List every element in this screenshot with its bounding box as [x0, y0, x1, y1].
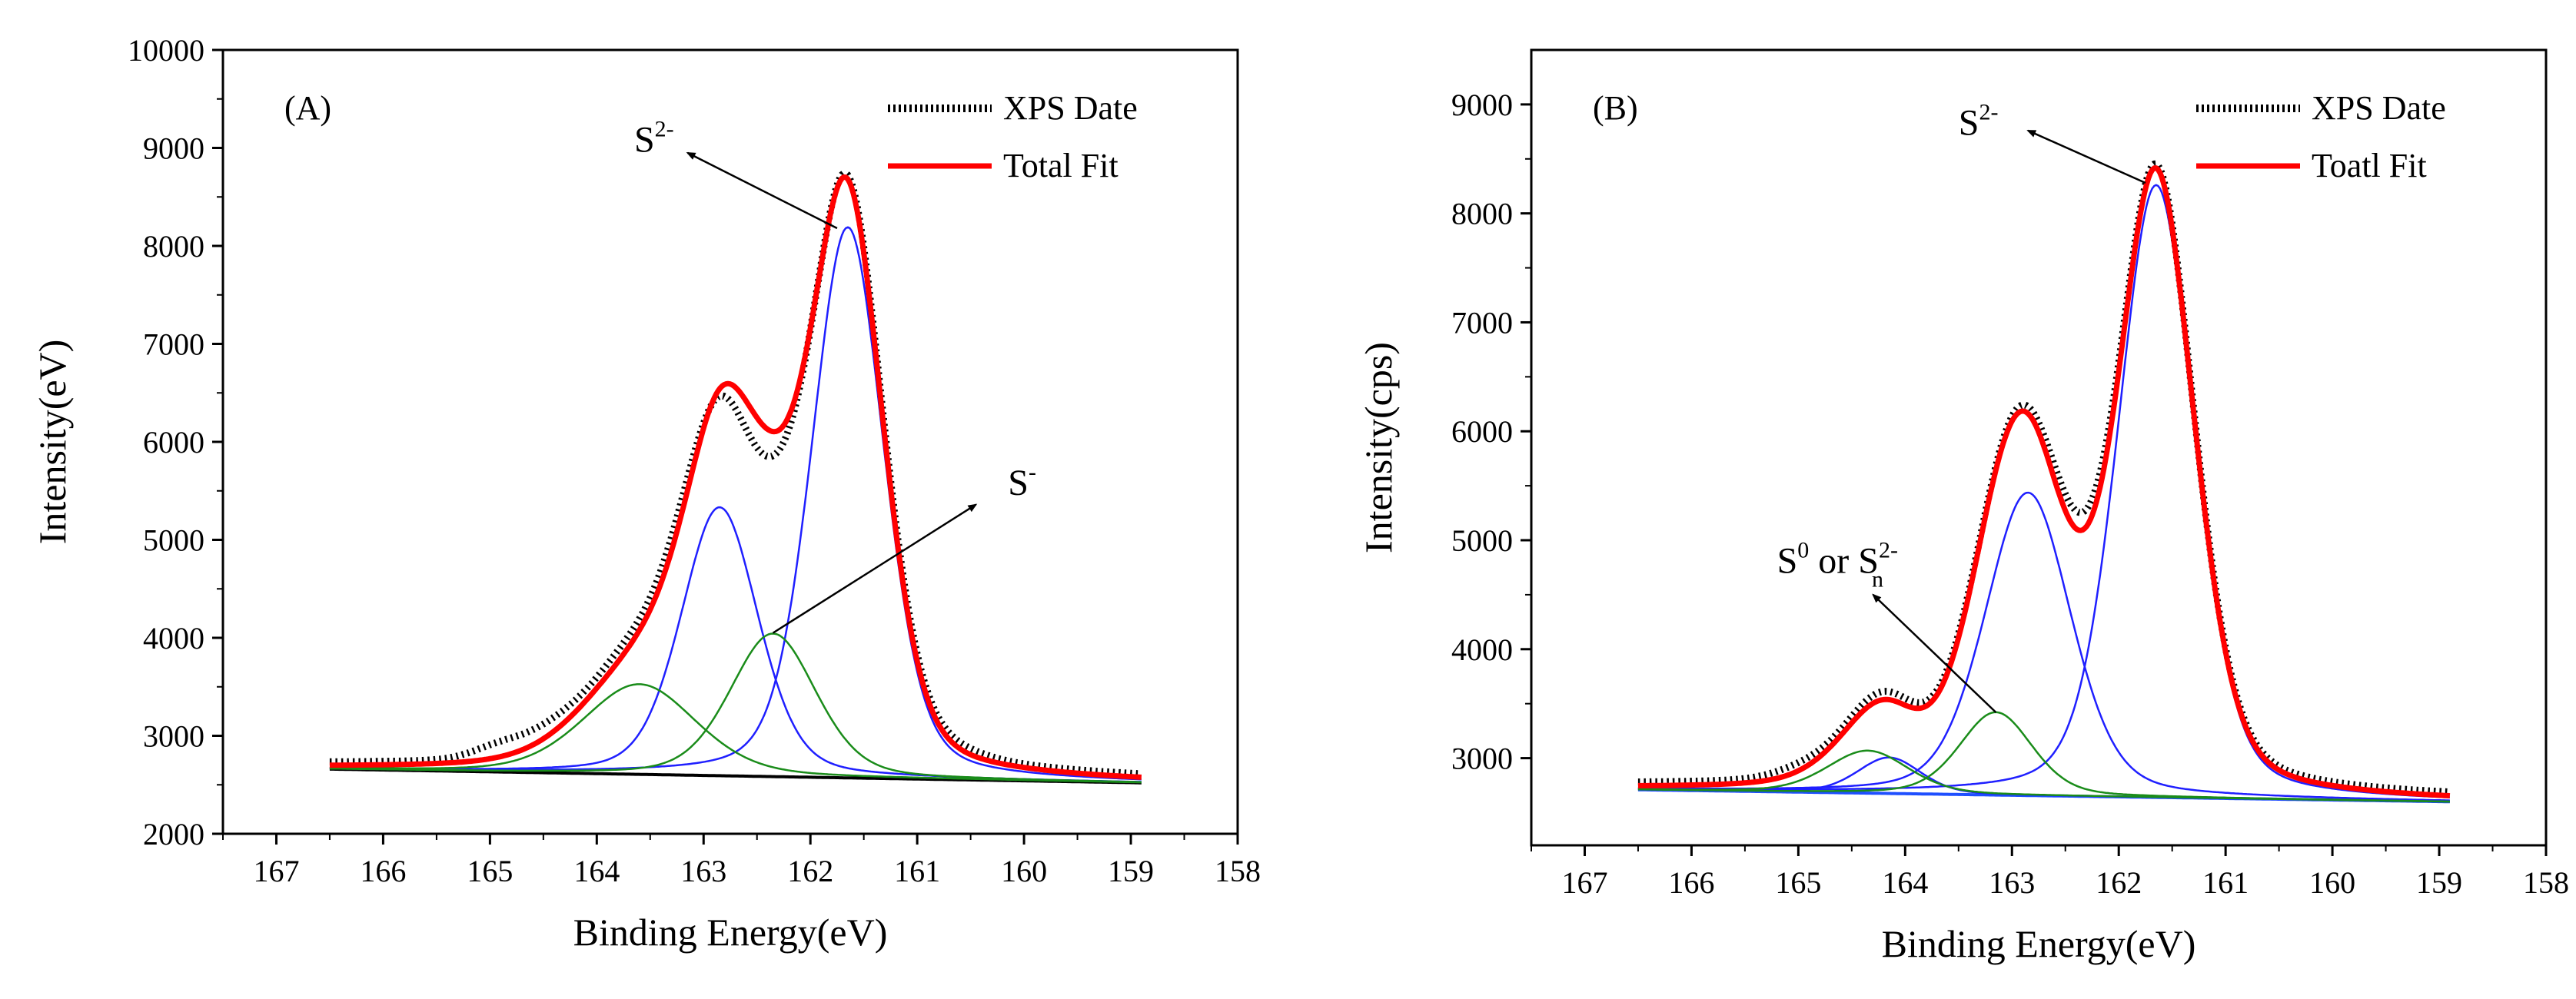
component-peak-s2	[329, 506, 1142, 783]
x-tick-label: 167	[253, 854, 299, 888]
y-tick-label: 4000	[1451, 632, 1513, 667]
x-tick-label: 167	[1561, 865, 1607, 900]
x-tick-label: 160	[2309, 865, 2355, 900]
x-axis-label: Binding Energy(eV)	[573, 911, 888, 954]
legend: XPS Date Total Fit	[888, 89, 1138, 184]
x-tick-label: 164	[1882, 865, 1928, 900]
x-tick-label: 163	[1989, 865, 2035, 900]
y-tick-label: 2000	[143, 817, 204, 851]
plot-frame	[1530, 48, 2548, 847]
y-tick-label: 5000	[1451, 523, 1513, 558]
x-tick-label: 165	[467, 854, 513, 888]
total-fit-line	[329, 174, 1142, 780]
xps-data-series	[1637, 160, 2451, 796]
x-tick-label: 161	[894, 854, 940, 888]
annotation-label: S0 or S2-	[1777, 538, 1898, 582]
y-tick-label: 10000	[128, 33, 204, 68]
component-peak-s1	[329, 683, 1142, 784]
x-tick-label: 161	[2202, 865, 2249, 900]
x-tick-label: 158	[1215, 854, 1261, 888]
component-peak-s2	[329, 226, 1142, 781]
legend-label-fit: Toatl Fit	[2312, 147, 2427, 184]
total-fit-line	[1637, 165, 2451, 799]
x-axis-label: Binding Energy(eV)	[1882, 922, 2196, 965]
y-tick-label: 3000	[1451, 742, 1513, 776]
x-tick-label: 166	[1668, 865, 1714, 900]
y-axis-label: Intensity(eV)	[31, 340, 74, 545]
panel-a: 167 166 165 164 163 162 161 160 159 158 2000 3000 40…	[31, 33, 1261, 954]
y-tick-label: 7000	[1451, 305, 1513, 340]
component-peak-s2	[1637, 184, 2450, 798]
y-tick-label: 4000	[143, 621, 204, 655]
annotation-arrow	[1872, 593, 1997, 713]
legend: XPS Date Toatl Fit	[2196, 89, 2446, 184]
annotation-arrow	[686, 151, 838, 230]
annotation-label: S-	[1008, 460, 1036, 503]
annotation-arrow	[2026, 129, 2146, 184]
x-tick-label: 162	[787, 854, 833, 888]
component-peak-s2	[1637, 491, 2450, 802]
panel-label: (B)	[1593, 89, 1638, 127]
component-peak-s1	[329, 632, 1142, 783]
x-tick-label: 159	[1108, 854, 1154, 888]
x-tick-label: 164	[573, 854, 620, 888]
x-tick-label: 160	[1001, 854, 1047, 888]
y-tick-label: 8000	[143, 229, 204, 264]
x-tick-label: 158	[2523, 865, 2569, 900]
legend-label-fit: Total Fit	[1003, 147, 1118, 184]
y-tick-label: 9000	[1451, 88, 1513, 122]
xps-data-series	[328, 170, 1143, 778]
y-tick-label: 6000	[143, 425, 204, 460]
y-axis-label: Intensity(cps)	[1357, 342, 1400, 553]
x-tick-label: 165	[1775, 865, 1821, 900]
annotation-label: S2-	[634, 117, 674, 161]
y-tick-label: 9000	[143, 131, 204, 166]
x-tick-label: 166	[360, 854, 406, 888]
y-tick-label: 5000	[143, 523, 204, 558]
y-tick-label: 3000	[143, 719, 204, 754]
legend-label-data: XPS Date	[1003, 89, 1138, 127]
component-peak-s1	[1637, 749, 2450, 803]
x-tick-label: 162	[2096, 865, 2142, 900]
panel-label: (A)	[284, 89, 331, 127]
annotation-subscript: n	[1872, 567, 1883, 592]
annotation-label: S2-	[1959, 100, 1999, 144]
panel-b: 167 166 165 164 163 162 161 160 159 158 3000 4000 50…	[1357, 48, 2569, 965]
y-tick-label: 7000	[143, 327, 204, 362]
annotation-arrow	[772, 503, 978, 634]
x-tick-label: 159	[2416, 865, 2462, 900]
y-tick-label: 8000	[1451, 197, 1513, 231]
x-tick-label: 163	[680, 854, 726, 888]
legend-label-data: XPS Date	[2312, 89, 2446, 127]
y-tick-label: 6000	[1451, 414, 1513, 449]
